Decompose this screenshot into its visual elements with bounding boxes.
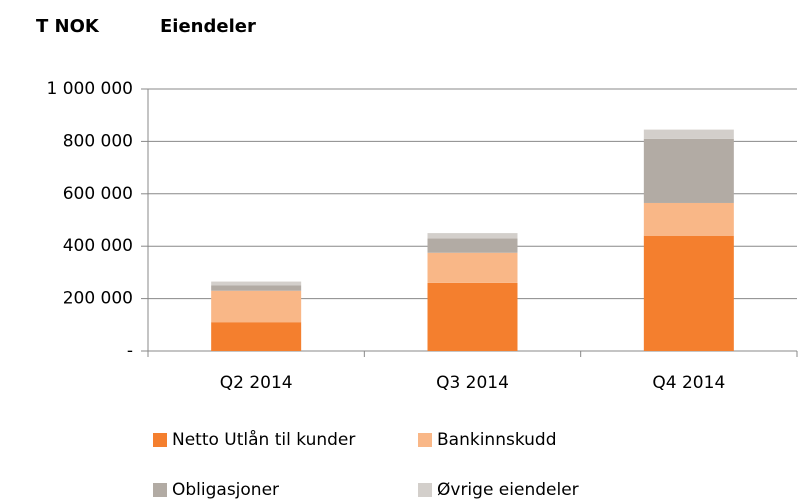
y-tick-label: 1 000 000	[46, 79, 133, 99]
legend-label: Netto Utlån til kunder	[172, 429, 355, 450]
bar-segment	[211, 281, 302, 286]
x-tick-label: Q4 2014	[652, 373, 725, 393]
y-tick-label: 800 000	[63, 131, 133, 151]
legend-swatch	[418, 483, 432, 497]
x-tick-label: Q2 2014	[220, 373, 293, 393]
y-tick-label: -	[127, 341, 133, 361]
legend-label: Øvrige eiendeler	[437, 480, 579, 500]
bar-segment	[427, 252, 518, 283]
legend-swatch	[153, 483, 167, 497]
chart-title: Eiendeler	[160, 16, 256, 37]
bar-segment	[427, 238, 518, 253]
y-tick-label: 600 000	[63, 184, 133, 204]
bar-segment	[643, 202, 734, 236]
legend-swatch	[153, 433, 167, 447]
bar-segment	[211, 322, 302, 351]
legend-label: Obligasjoner	[172, 480, 279, 500]
bar-segment	[427, 282, 518, 351]
bar-segment	[211, 290, 302, 323]
y-axis-label: T NOK	[36, 16, 100, 37]
legend-swatch	[418, 433, 432, 447]
legend-label: Bankinnskudd	[437, 430, 557, 450]
bar-segment	[643, 138, 734, 203]
y-tick-label: 400 000	[63, 236, 133, 256]
y-tick-label: 200 000	[63, 289, 133, 309]
bar-segment	[643, 129, 734, 139]
bar-segment	[211, 285, 302, 291]
bar-segment	[427, 233, 518, 239]
x-tick-label: Q3 2014	[436, 373, 509, 393]
bar-segment	[643, 235, 734, 351]
